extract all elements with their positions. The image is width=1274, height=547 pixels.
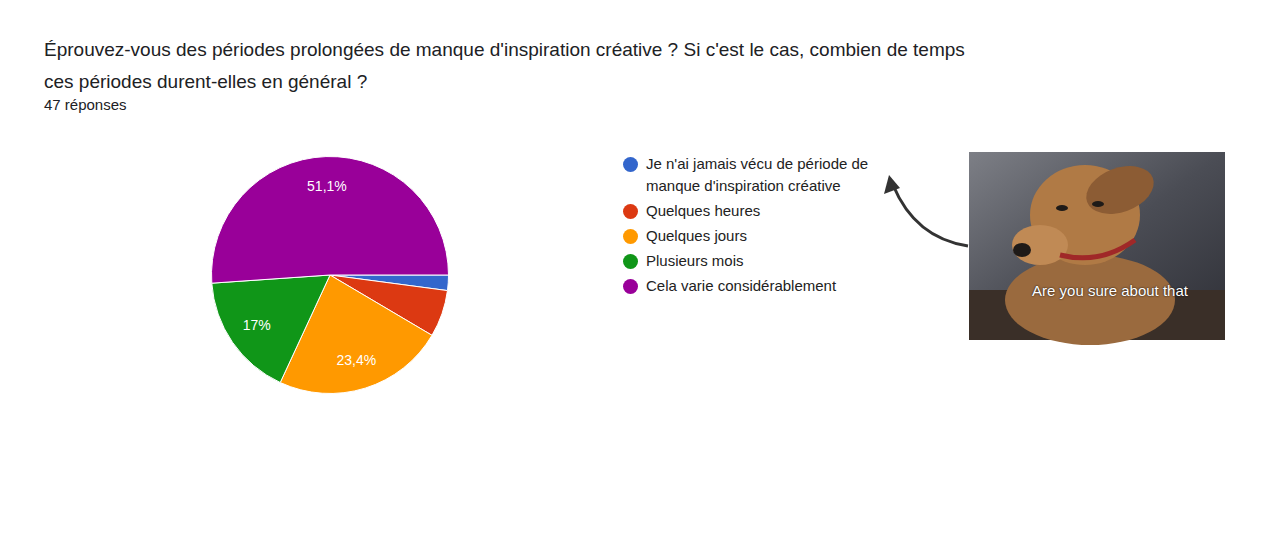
legend-swatch <box>623 229 638 244</box>
legend-item: Plusieurs mois <box>623 250 913 272</box>
arrow <box>884 175 968 246</box>
legend-item: Quelques jours <box>623 225 913 247</box>
subtitle: 47 réponses <box>44 96 127 113</box>
legend-label: Quelques jours <box>646 225 896 247</box>
legend-swatch <box>623 157 638 172</box>
pie-slice <box>211 156 448 283</box>
legend-swatch <box>623 204 638 219</box>
legend-label: Quelques heures <box>646 200 896 222</box>
data-label: 17% <box>243 317 271 333</box>
legend-item: Je n'ai jamais vécu de période de manque… <box>623 153 913 197</box>
data-label: 23,4% <box>337 352 377 368</box>
legend-item: Quelques heures <box>623 200 913 222</box>
legend: Je n'ai jamais vécu de période de manque… <box>623 153 913 300</box>
legend-swatch <box>623 254 638 269</box>
legend-label: Cela varie considérablement <box>646 275 896 297</box>
pie-slice <box>212 275 330 383</box>
annotation: Are you sure about that <box>1025 282 1195 300</box>
legend-item: Cela varie considérablement <box>623 275 913 297</box>
pie <box>211 156 448 393</box>
legend-swatch <box>623 279 638 294</box>
pie-labels: 23,4% 17% 51,1% <box>243 178 376 368</box>
data-label: 51,1% <box>307 178 347 194</box>
title: Éprouvez-vous des périodes prolongées de… <box>44 34 974 98</box>
meme-image <box>969 152 1225 345</box>
legend-label: Plusieurs mois <box>646 250 896 272</box>
legend-label: Je n'ai jamais vécu de période de manque… <box>646 153 896 197</box>
